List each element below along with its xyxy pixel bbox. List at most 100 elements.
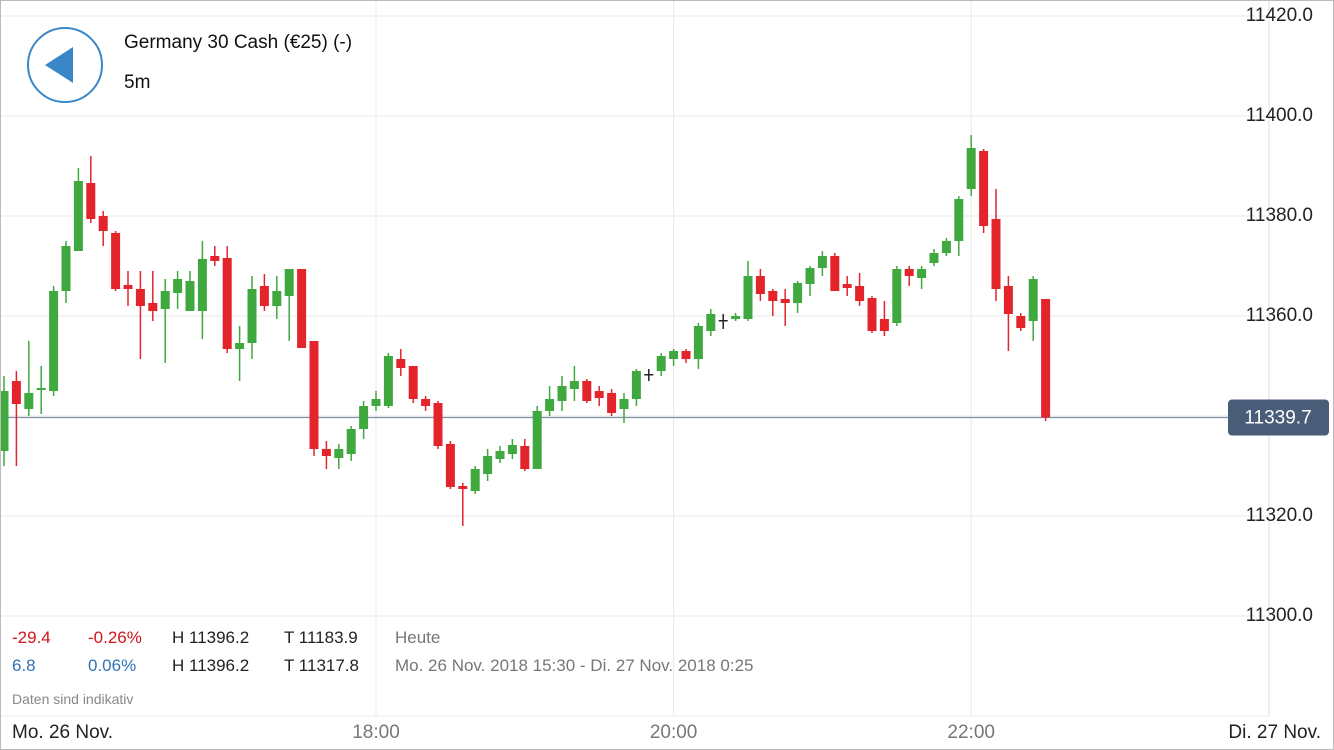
candle-body [272,291,282,306]
change: 6.8 [12,656,36,675]
y-tick-label: 11380.0 [1246,205,1313,226]
low: T 11317.8 [284,656,359,675]
candle-body [830,256,840,291]
candle-body [73,181,83,251]
back-arrow[interactable] [45,47,73,83]
candle-body [693,326,703,359]
candle-body [979,151,989,226]
candle-body [855,286,865,301]
candle-body [36,388,46,390]
candle-body [185,281,195,311]
candle-body [297,269,307,348]
y-tick-label: 11320.0 [1246,505,1313,526]
period: Heute [395,628,441,647]
y-tick-label: 11400.0 [1246,105,1313,126]
candle-body [991,219,1001,289]
candle-body [731,316,741,319]
candle-body [148,303,158,311]
candle-body [867,298,877,331]
candle-body [917,269,927,278]
candle-body [111,233,121,289]
candle-body [123,285,133,289]
candle-body [1041,299,1051,418]
candle-body [11,381,21,404]
candle-body [929,253,939,263]
candle-body [607,393,617,413]
x-tick-label: 20:00 [650,722,698,743]
candle-body [817,256,827,268]
candle-body [334,449,344,458]
candle-body [582,381,592,401]
candle-body [98,216,108,231]
candle-body [24,393,34,409]
candle-body [86,183,96,219]
y-tick-label: 11360.0 [1246,305,1313,326]
x-start-label: Mo. 26 Nov. [12,722,113,743]
candle-body [619,399,629,409]
candle-body [495,451,505,459]
candle-body [445,444,455,487]
candle-body [1003,286,1013,314]
candle-body [396,359,406,368]
x-end-label: Di. 27 Nov. [1228,722,1321,743]
candle-body [545,399,555,411]
candle-body [631,371,641,399]
candle-body [644,374,654,376]
candle-body [235,343,245,349]
low: T 11183.9 [284,628,358,647]
candle-body [681,351,691,359]
candle-body [954,199,964,241]
high: H 11396.2 [172,628,250,647]
candle-body [879,319,889,331]
candle-body [61,246,71,291]
candle-body [383,356,393,406]
candle-body [966,148,976,189]
back-button[interactable] [25,25,105,105]
candle-body [706,314,716,331]
candle-body [507,445,517,454]
candle-body [458,486,468,489]
y-tick-label: 11300.0 [1246,605,1313,626]
period: Mo. 26 Nov. 2018 15:30 - Di. 27 Nov. 201… [395,656,754,675]
change: -29.4 [12,628,51,647]
candle-body [768,291,778,301]
candle-body [222,258,232,349]
title: Germany 30 Cash (€25) (-) [124,32,353,53]
candle-body [210,256,220,261]
candle-body [755,276,765,294]
candle-body [173,279,183,293]
high: H 11396.2 [172,656,250,675]
candle-body [483,456,493,474]
change-pct: 0.06% [88,656,137,675]
candle-body [1,391,9,451]
x-tick-label: 22:00 [947,722,995,743]
candle-body [408,366,418,399]
candle-body [309,341,319,449]
candle-body [520,446,530,469]
candle-body [892,269,902,323]
candle-body [780,299,790,303]
candle-body [941,241,951,253]
candle-body [284,269,294,296]
candle-body [532,411,542,469]
last-price-tag [1228,399,1329,436]
candle-body [160,291,170,309]
last-price-label: 11339.7 [1244,408,1311,429]
candle-body [1016,316,1026,328]
candle-body [842,284,852,288]
change-pct: -0.26% [88,628,142,647]
candle-body [321,449,331,456]
candle-body [569,381,579,389]
candle-body [793,283,803,303]
candle-body [718,320,728,322]
candle-body [359,406,369,429]
candle-body [594,391,604,398]
candle-body [904,269,914,276]
candle-body [247,289,257,343]
candle-body [1028,279,1038,321]
candle-body [805,268,815,284]
candle-body [669,351,679,359]
candle-body [433,403,443,446]
